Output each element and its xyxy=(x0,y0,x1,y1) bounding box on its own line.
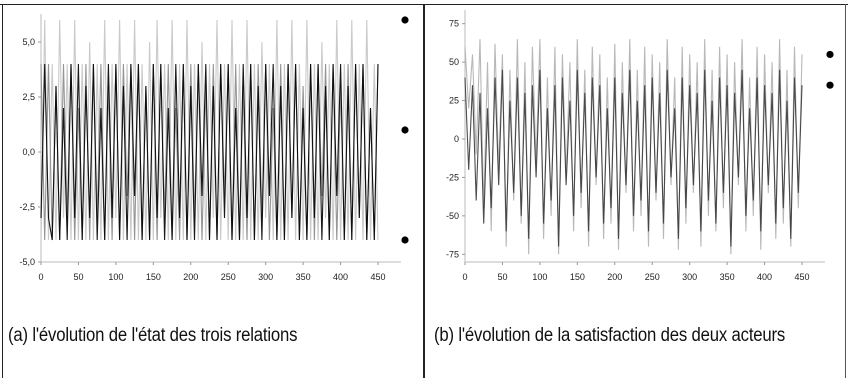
y-tick-label: -2,5 xyxy=(19,202,35,212)
x-tick-label: 300 xyxy=(682,272,697,282)
y-tick-label: 25 xyxy=(449,96,459,106)
y-tick-label: 50 xyxy=(449,57,459,67)
series-line-0 xyxy=(464,69,803,247)
legend-marker xyxy=(401,16,409,24)
y-tick-label: 75 xyxy=(449,19,459,29)
chart-a: -5,0 -2,5 0,0 2,5 5,0 0 50 100 150 200 250 300 350 40… xyxy=(19,14,409,282)
x-tick-label: 150 xyxy=(570,272,585,282)
x-tick-label: 350 xyxy=(296,272,311,282)
series-line-2 xyxy=(40,19,379,241)
x-tick-label: 0 xyxy=(462,272,467,282)
y-tick-label: 0,0 xyxy=(22,147,35,157)
y-tick-label: -50 xyxy=(446,211,459,221)
legend-marker xyxy=(826,50,834,59)
chart-b: -75 -50 -25 0 25 50 75 0 50 100 150 200 250 300 350 400… xyxy=(446,10,834,282)
y-tick-label: -25 xyxy=(446,172,459,182)
x-tick-label: 250 xyxy=(645,272,660,282)
legend-marker xyxy=(401,236,409,244)
x-tick-label: 400 xyxy=(333,272,348,282)
caption-b: (b) l'évolution de la satisfaction des d… xyxy=(434,325,786,346)
x-tick-label: 400 xyxy=(757,272,772,282)
legend-marker xyxy=(826,81,834,89)
x-tick-label: 100 xyxy=(108,272,123,282)
x-tick-label: 350 xyxy=(720,272,735,282)
y-tick-label: -75 xyxy=(446,249,459,259)
series-line-1 xyxy=(464,39,803,255)
x-tick-label: 50 xyxy=(73,272,83,282)
series-line-0 xyxy=(40,63,379,241)
x-tick-label: 50 xyxy=(497,272,507,282)
panel-a: -5,0 -2,5 0,0 2,5 5,0 0 50 100 150 200 250 300 350 40… xyxy=(2,4,424,378)
x-tick-label: 150 xyxy=(146,272,161,282)
x-tick-label: 450 xyxy=(371,272,386,282)
y-tick-label: -5,0 xyxy=(19,257,35,267)
panel-b: -75 -50 -25 0 25 50 75 0 50 100 150 200 250 300 350 400… xyxy=(424,4,846,378)
x-tick-label: 200 xyxy=(607,272,622,282)
x-tick-label: 200 xyxy=(183,272,198,282)
x-tick-label: 250 xyxy=(221,272,236,282)
caption-a: (a) l'évolution de l'état des trois rela… xyxy=(8,325,298,346)
x-tick-label: 100 xyxy=(532,272,547,282)
y-tick-label: 5,0 xyxy=(22,37,35,47)
x-tick-label: 0 xyxy=(38,272,43,282)
legend-marker xyxy=(401,126,409,134)
x-tick-label: 450 xyxy=(795,272,810,282)
x-tick-label: 300 xyxy=(258,272,273,282)
y-tick-label: 2,5 xyxy=(22,92,35,102)
y-tick-label: 0 xyxy=(454,134,459,144)
